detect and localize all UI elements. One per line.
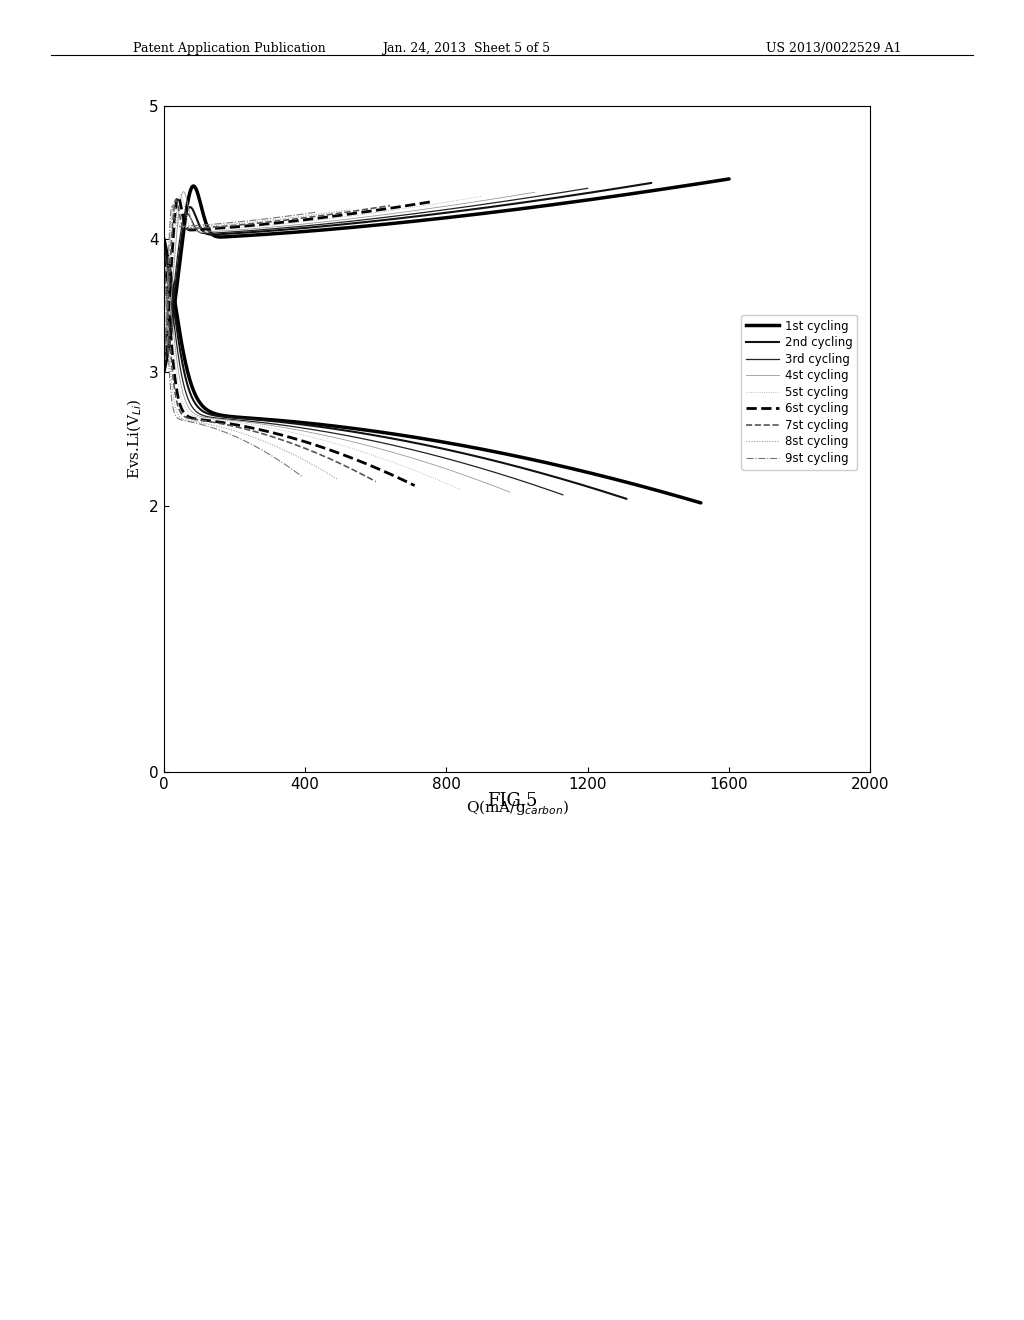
Text: FIG.5: FIG.5 bbox=[486, 792, 538, 810]
Text: Patent Application Publication: Patent Application Publication bbox=[133, 42, 326, 55]
Text: Jan. 24, 2013  Sheet 5 of 5: Jan. 24, 2013 Sheet 5 of 5 bbox=[382, 42, 550, 55]
Text: US 2013/0022529 A1: US 2013/0022529 A1 bbox=[766, 42, 901, 55]
X-axis label: Q(mA/g$_{carbon}$): Q(mA/g$_{carbon}$) bbox=[466, 797, 568, 817]
Legend: 1st cycling, 2nd cycling, 3rd cycling, 4st cycling, 5st cycling, 6st cycling, 7s: 1st cycling, 2nd cycling, 3rd cycling, 4… bbox=[741, 315, 857, 470]
Y-axis label: Evs.Li(V$_{Li}$): Evs.Li(V$_{Li}$) bbox=[125, 399, 143, 479]
